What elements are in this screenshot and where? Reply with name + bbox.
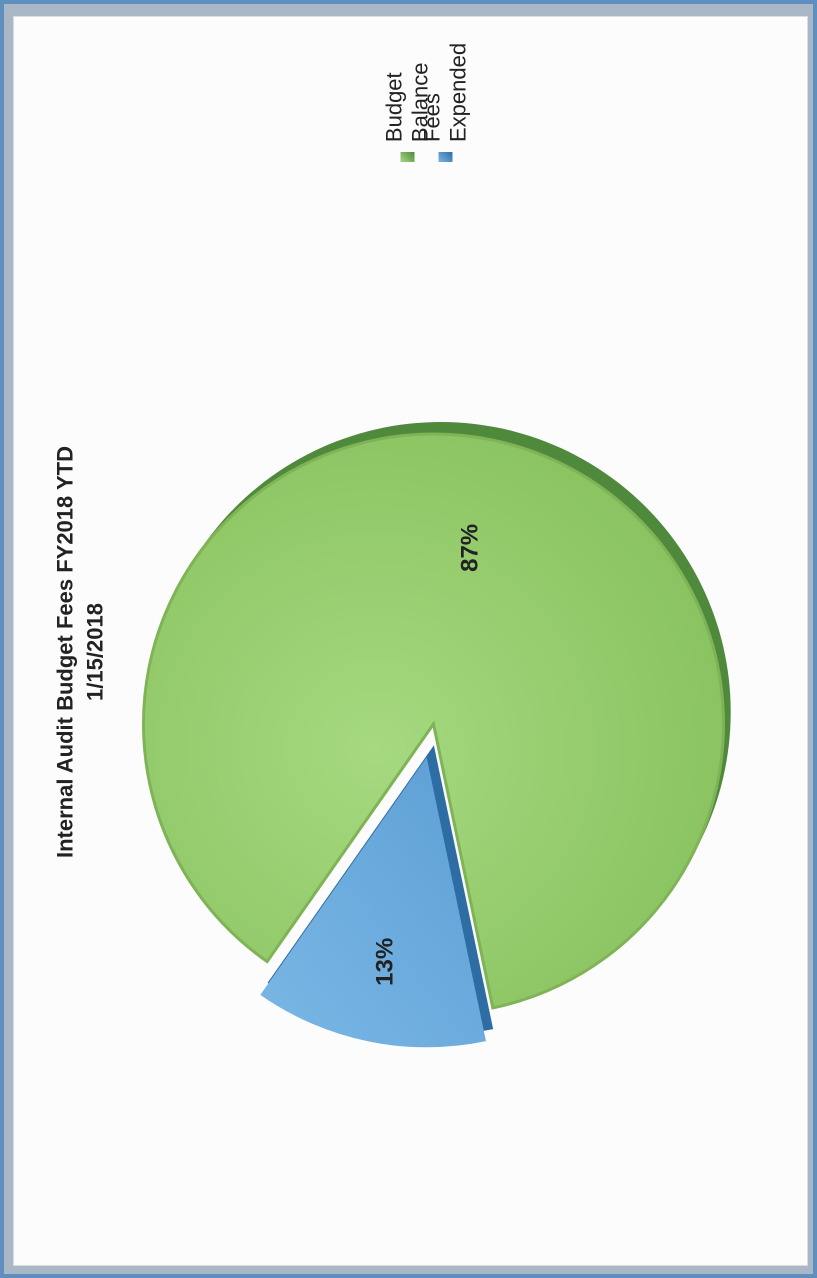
pie-slice-fees-expended [260,757,486,1048]
legend-item-fees-expended: Fees Expended [420,32,471,162]
legend-swatch-blue-icon [438,152,453,162]
chart-stage: Internal Audit Budget Fees FY2018 YTD 1/… [29,32,814,1272]
legend-swatch-green-icon [400,152,415,162]
legend: Budget Balance Fees Expended [382,32,471,162]
chart-panel: Internal Audit Budget Fees FY2018 YTD 1/… [13,16,808,1266]
pie-slice-budget-balance [142,432,725,1010]
pie-label-fees-expended: 13% [372,938,399,986]
legend-label-fees-expended: Fees Expended [419,42,471,142]
pie-label-budget-balance: 87% [457,524,484,572]
pie-chart: 87% 13% [142,422,731,1048]
